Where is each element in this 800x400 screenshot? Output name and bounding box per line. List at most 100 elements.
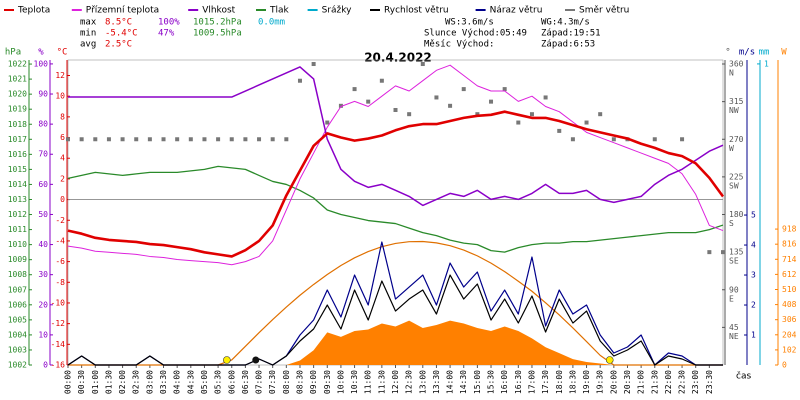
y-tick-label: 60 (38, 180, 48, 189)
direction-dot (707, 250, 712, 255)
x-tick-label: 19:00 (582, 370, 591, 394)
y-tick-label: 1015 (8, 165, 27, 174)
x-tick-label: 16:00 (500, 370, 509, 394)
stat-value: 1015.2hPa (193, 18, 242, 28)
y-tick-label: 180 (729, 210, 744, 219)
legend-label: Směr větru (579, 6, 629, 16)
direction-dot (529, 112, 534, 117)
y-tick-label: 270 (729, 135, 744, 144)
axis-unit: hPa (5, 48, 21, 58)
y-tick-label: 1017 (8, 135, 27, 144)
x-tick-label: 04:00 (173, 370, 182, 394)
series-line (67, 110, 725, 258)
direction-dot (297, 78, 302, 83)
y-tick-label: 2 (751, 301, 756, 310)
y-tick-label: 80 (38, 120, 48, 129)
direction-dot (489, 99, 494, 104)
x-tick-label: 00:00 (64, 370, 73, 394)
y-tick-label: 714 (782, 255, 797, 264)
direction-dot (216, 137, 221, 142)
y-tick-label: 612 (782, 270, 797, 279)
axis-unit: % (38, 48, 44, 58)
x-tick-label: 08:30 (295, 370, 304, 394)
stat-value: -5.4°C (105, 29, 138, 39)
direction-dot (434, 95, 439, 100)
y-tick-label: -10 (51, 298, 66, 307)
y-tick-label: 1013 (8, 195, 27, 204)
x-tick-label: 12:30 (405, 370, 414, 394)
x-tick-label: 18:30 (568, 370, 577, 394)
y-tick-label: 70 (38, 150, 48, 159)
y-tick-label: 0 (782, 361, 787, 370)
x-tick-label: 21:30 (650, 370, 659, 394)
direction-dot (202, 137, 207, 142)
y-tick-label: 0 (43, 361, 48, 370)
y-tick-label: 0 (60, 195, 65, 204)
legend-label: Teplota (17, 6, 50, 16)
y-tick-label: -8 (55, 278, 65, 287)
y-tick-label: 1009 (8, 255, 27, 264)
y-tick-label: 1021 (8, 75, 27, 84)
x-tick-label: 19:30 (596, 370, 605, 394)
stat-value: 47% (158, 29, 175, 39)
direction-dot (461, 87, 466, 92)
x-tick-label: 20:00 (609, 370, 618, 394)
stat-value: 0.0mm (258, 18, 285, 28)
y-tick-label: 1 (751, 331, 756, 340)
legend-label: Srážky (322, 6, 353, 16)
direction-dot (106, 137, 111, 142)
y-tick-label: 408 (782, 300, 797, 309)
y-tick-label: 10 (38, 330, 48, 339)
astro-info: Slunce Východ:05:49 (424, 29, 527, 39)
legend-label: Vlhkost (202, 6, 235, 16)
series-line (67, 64, 724, 266)
direction-dot (407, 112, 412, 117)
direction-dot (420, 62, 425, 67)
direction-dot (284, 137, 289, 142)
x-tick-label: 06:30 (241, 370, 250, 394)
direction-dot (175, 137, 180, 142)
y-tick-label: 12 (55, 71, 65, 80)
x-tick-label: 22:30 (678, 370, 687, 394)
axis-unit: °C (57, 48, 68, 58)
y-tick-label: 90 (38, 90, 48, 99)
x-tick-label: 03:00 (145, 370, 154, 394)
axis-unit: mm (759, 48, 770, 58)
x-tick-label: 13:00 (418, 370, 427, 394)
direction-dot (652, 137, 657, 142)
direction-dot (366, 99, 371, 104)
x-tick-label: 09:00 (309, 370, 318, 394)
y-tick-label: -6 (55, 257, 65, 266)
x-tick-label: 17:30 (541, 370, 550, 394)
direction-dot (270, 137, 275, 142)
y-tick-label: -2 (55, 216, 65, 225)
axis-unit: m/s (739, 48, 755, 58)
x-tick-label: 08:00 (282, 370, 291, 394)
astro-info: Západ:19:51 (541, 29, 601, 39)
x-tick-label: 10:00 (336, 370, 345, 394)
x-tick-label: 07:30 (268, 370, 277, 394)
y-tick-label: 135 (729, 248, 744, 257)
direction-dot (393, 107, 398, 112)
moon-marker (252, 356, 260, 364)
direction-dot (680, 137, 685, 142)
y-tick-label: 102 (782, 345, 797, 354)
x-tick-label: 05:00 (200, 370, 209, 394)
x-tick-label: 04:30 (186, 370, 195, 394)
y-tick-label: 1022 (8, 60, 27, 69)
y-tick-label: 1010 (8, 240, 27, 249)
y-tick-label: 918 (782, 225, 797, 234)
series-line (68, 66, 724, 207)
direction-letter: SW (729, 181, 739, 190)
y-tick-label: 4 (751, 241, 756, 250)
x-tick-label: 00:30 (77, 370, 86, 394)
x-axis-label: čas (736, 371, 751, 382)
x-tick-label: 23:00 (691, 370, 700, 394)
y-tick-label: 1012 (8, 210, 27, 219)
astro-info: WS:3.6m/s (445, 18, 494, 28)
stat-value: 100% (158, 18, 180, 28)
y-tick-label: 1011 (8, 225, 27, 234)
y-tick-label: 204 (782, 330, 797, 339)
x-tick-label: 01:30 (104, 370, 113, 394)
astro-info: WG:4.3m/s (541, 18, 590, 28)
